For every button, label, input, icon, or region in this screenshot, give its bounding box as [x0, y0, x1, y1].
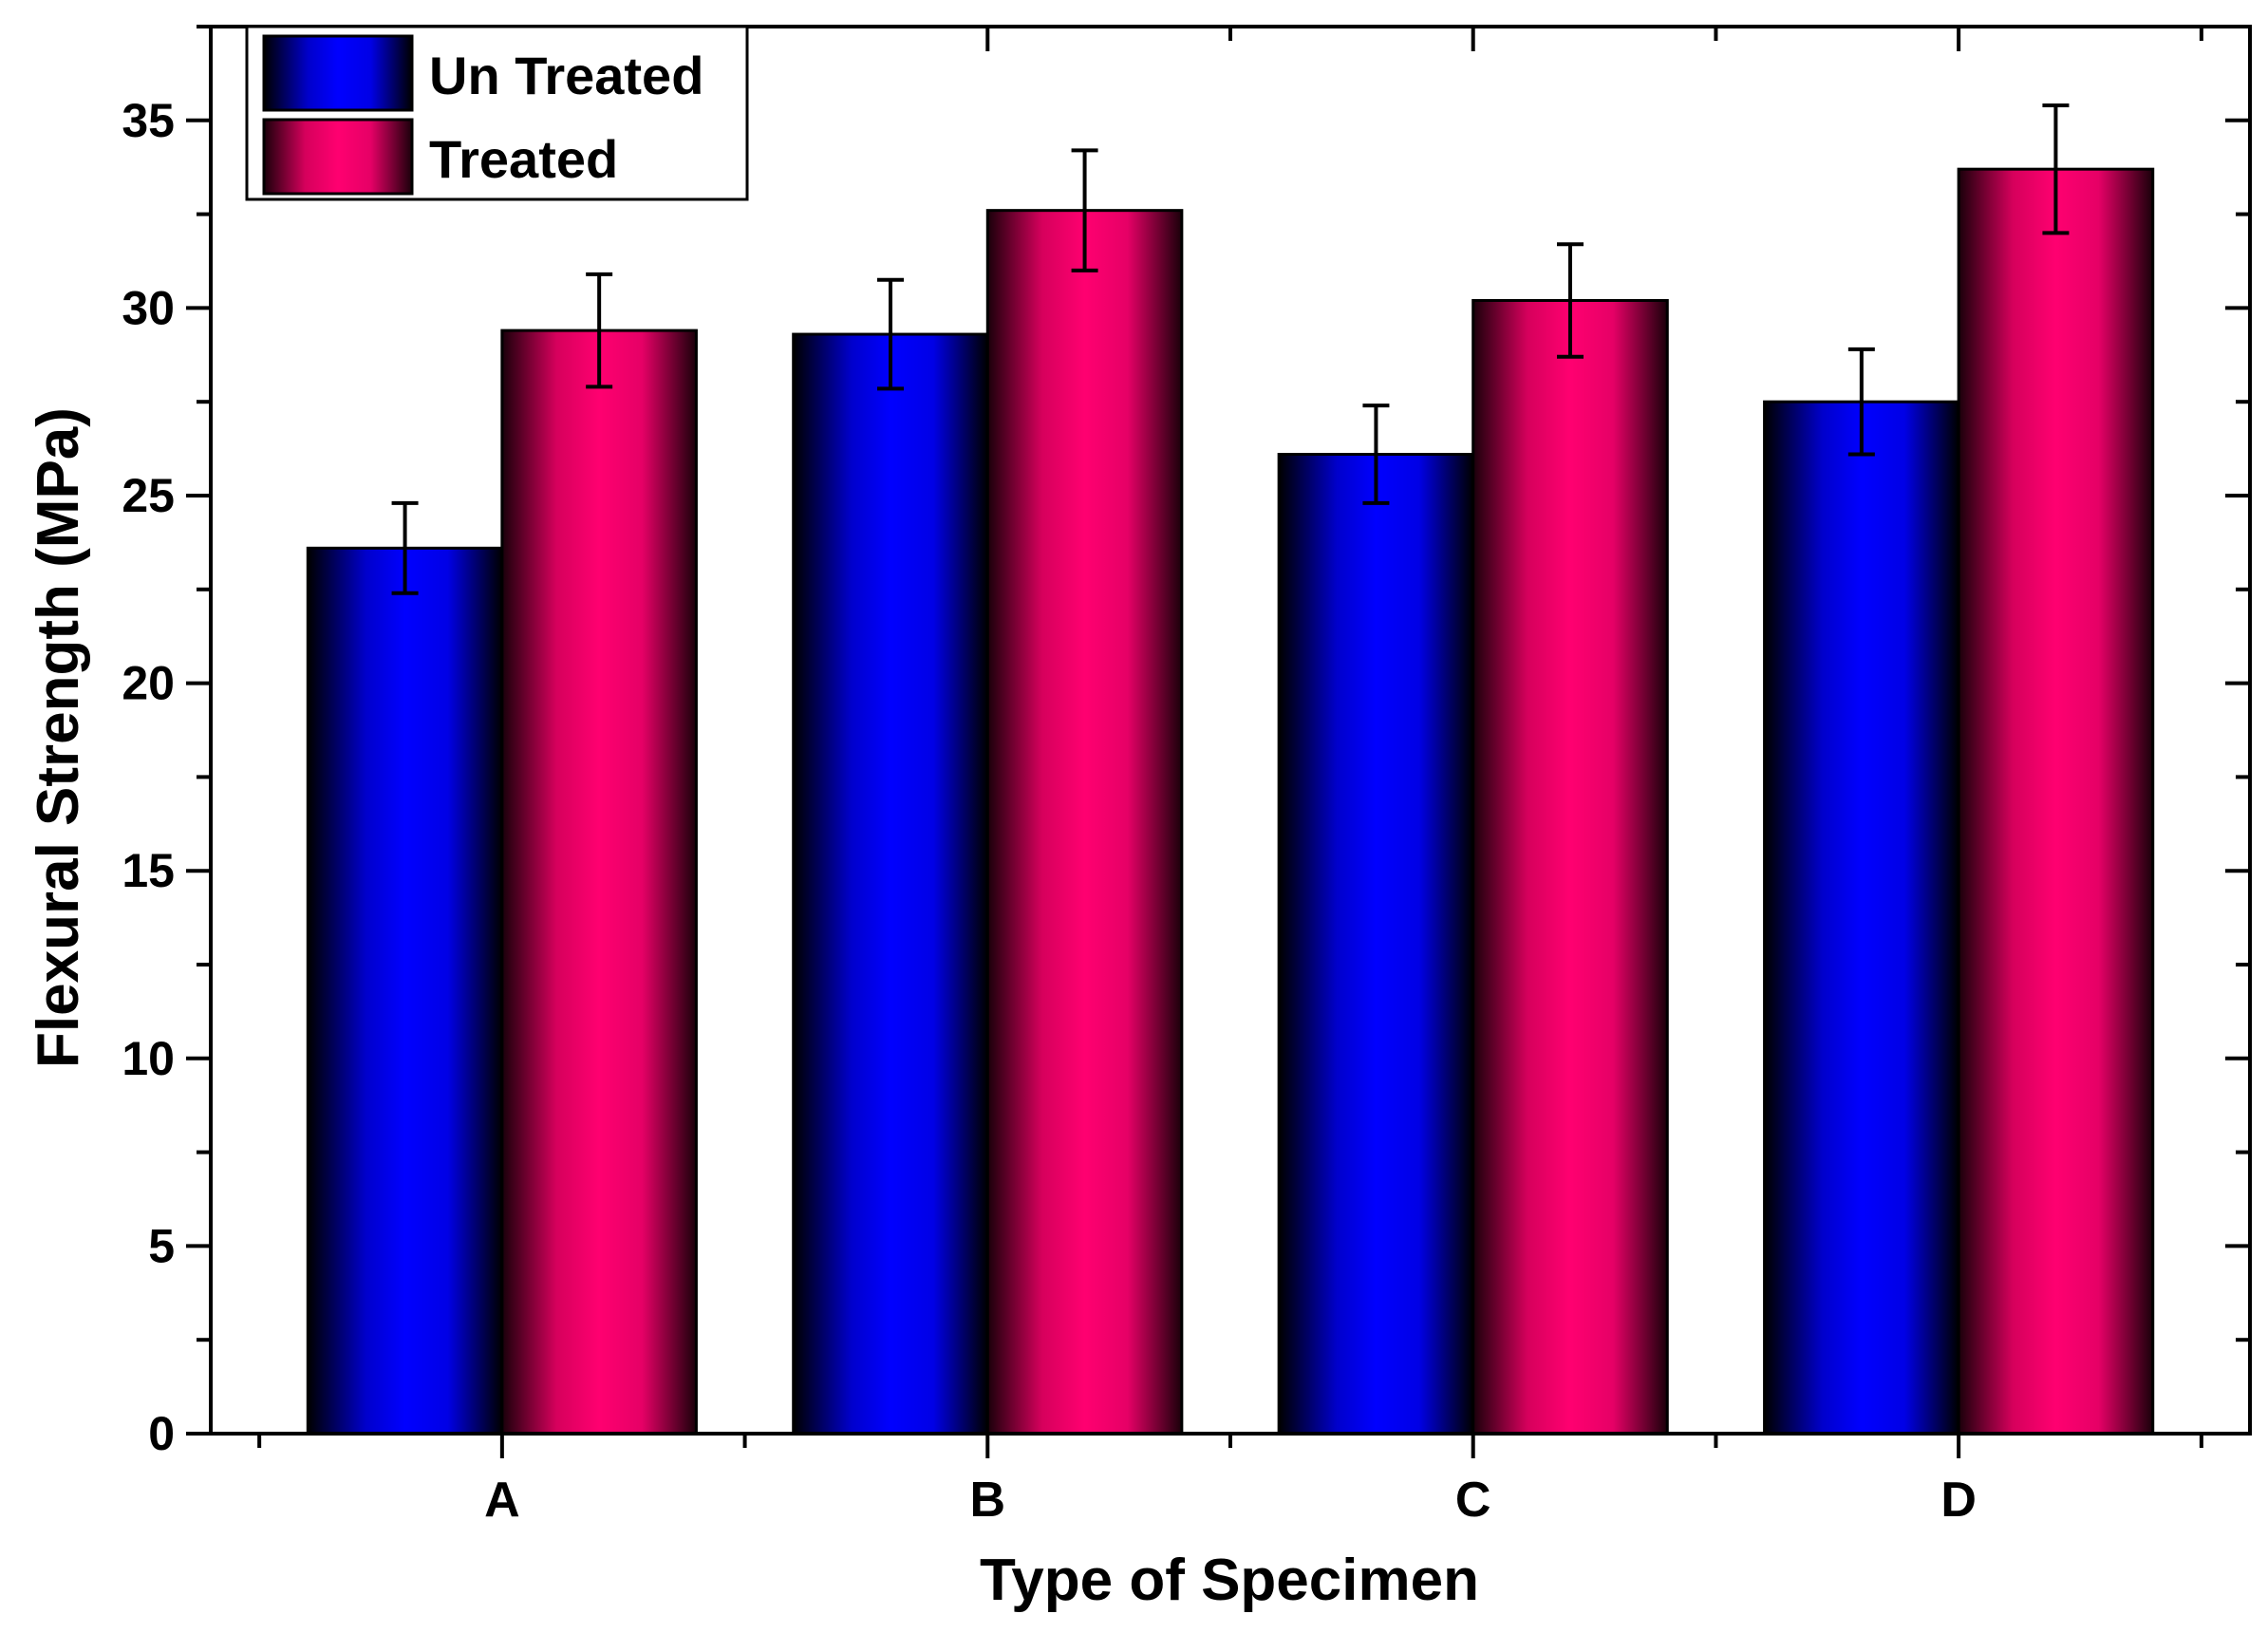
- error-bar-un-treated-b: [877, 277, 904, 391]
- legend-swatch-untreated: [262, 34, 414, 112]
- x-axis: A B C D: [257, 27, 2203, 1528]
- plot-area: [209, 25, 2252, 1436]
- bar-treated-d: [1957, 167, 2155, 1436]
- bar-treated-c: [1471, 298, 1669, 1436]
- y-tick-label: 5: [148, 1219, 175, 1272]
- y-tick-label: 35: [122, 94, 175, 147]
- x-tick-label: C: [1455, 1473, 1491, 1528]
- y-axis-title: Flexural Strength (MPa): [26, 407, 91, 1068]
- bar-un-treated-d: [1763, 400, 1960, 1436]
- y-tick-label: 10: [122, 1032, 175, 1085]
- x-tick-label: A: [484, 1473, 520, 1528]
- bar-un-treated-b: [792, 332, 989, 1436]
- error-bar-un-treated-d: [1847, 347, 1875, 457]
- error-bar-treated-b: [1071, 148, 1098, 272]
- y-tick-label: 30: [122, 281, 175, 334]
- y-tick-label: 20: [122, 657, 175, 710]
- legend-label-treated: Treated: [429, 129, 618, 189]
- error-bar-un-treated-c: [1362, 404, 1390, 505]
- bar-un-treated-c: [1277, 453, 1475, 1436]
- legend: Un Treated Treated: [245, 25, 749, 201]
- y-tick-label: 25: [122, 469, 175, 522]
- bar-treated-b: [985, 209, 1184, 1436]
- bar-treated-a: [500, 328, 698, 1436]
- y-tick-label: 15: [122, 844, 175, 897]
- legend-label-untreated: Un Treated: [429, 46, 703, 105]
- y-axis: 0 5 10 15 20 25 30 35: [122, 25, 2250, 1460]
- y-tick-label: 0: [148, 1407, 175, 1460]
- error-bar-treated-a: [586, 272, 613, 389]
- error-bar-treated-d: [2042, 103, 2070, 235]
- legend-swatch-treated: [262, 118, 414, 196]
- bar-un-treated-a: [306, 546, 504, 1436]
- error-bar-un-treated-a: [391, 500, 419, 595]
- x-tick-label: D: [1940, 1473, 1977, 1528]
- x-axis-title: Type of Specimen: [980, 1548, 1479, 1613]
- error-bar-treated-c: [1557, 242, 1584, 359]
- x-tick-label: B: [970, 1473, 1006, 1528]
